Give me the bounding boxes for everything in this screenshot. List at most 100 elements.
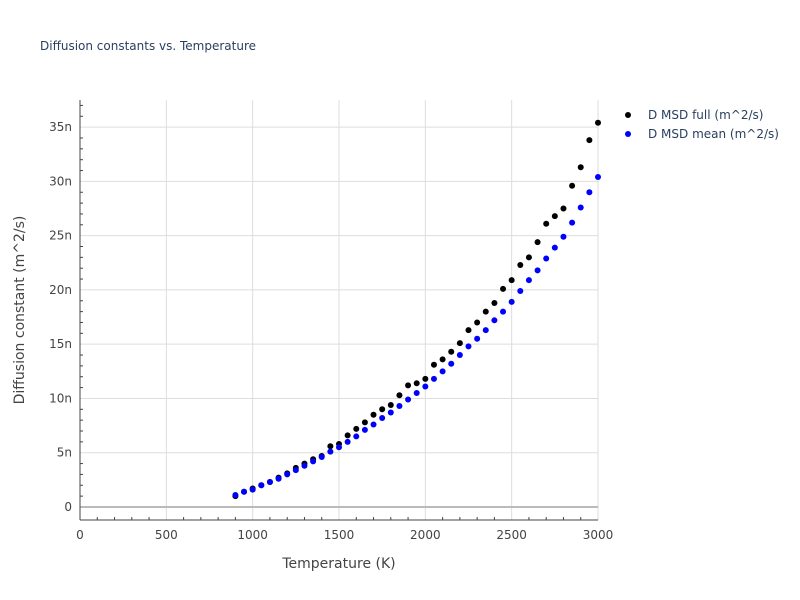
data-point [543,220,550,227]
data-point [482,327,489,334]
legend-marker [625,112,631,118]
data-point [370,421,377,428]
legend-marker [625,131,631,137]
legend[interactable]: D MSD full (m^2/s) D MSD mean (m^2/s) [625,108,779,141]
x-tick-label: 500 [155,528,178,542]
data-points [232,119,601,500]
y-tick-label: 35n [49,120,72,134]
legend-item[interactable]: D MSD mean (m^2/s) [625,127,779,141]
data-point [379,414,386,421]
data-point [266,479,273,486]
data-point [474,335,481,342]
data-point [595,174,601,181]
x-axis-ticks: 0 500 1000 1500 2000 2500 3000 [76,517,613,542]
data-point [327,443,334,450]
data-point [318,454,325,461]
y-axis-ticks: 0 5n 10n 15n 20n 25n 30n 35n [49,104,83,514]
data-point [577,164,584,171]
data-point [560,205,567,212]
data-point [465,327,472,334]
data-point [379,406,386,413]
data-point [508,277,515,284]
data-point [396,392,403,399]
data-point [361,426,368,433]
y-tick-label: 15n [49,337,72,351]
data-point [508,298,515,305]
data-point [543,255,550,262]
data-point [396,403,403,410]
y-tick-label: 25n [49,229,72,243]
y-tick-label: 30n [49,174,72,188]
data-point [569,219,576,226]
y-tick-label: 10n [49,391,72,405]
data-point [310,458,317,465]
x-tick-label: 1500 [324,528,355,542]
x-tick-label: 1000 [237,528,268,542]
data-point [517,261,524,268]
data-point [361,419,368,426]
data-point [586,189,593,196]
data-point [534,267,541,274]
data-point [405,382,412,389]
x-axis-title: Temperature (K) [281,556,395,572]
data-point [422,375,429,382]
data-point [465,343,472,350]
legend-item[interactable]: D MSD full (m^2/s) [625,108,763,122]
x-tick-label: 2000 [410,528,441,542]
data-point [517,288,524,295]
y-tick-label: 0 [64,500,72,514]
data-point [560,233,567,240]
chart-title: Diffusion constants vs. Temperature [40,39,256,53]
x-tick-label: 3000 [583,528,614,542]
data-point [413,380,420,387]
data-point [275,475,282,482]
data-point [301,462,308,469]
legend-label: D MSD full (m^2/s) [648,108,763,122]
data-point [405,396,412,403]
data-point [491,299,498,306]
data-point [491,317,498,324]
data-point [232,492,239,499]
data-point [482,308,489,315]
data-point [551,244,558,251]
data-point [413,390,420,397]
data-point [292,467,299,474]
y-tick-label: 20n [49,283,72,297]
data-point [430,375,437,382]
data-point [500,308,507,315]
y-axis-title: Diffusion constant (m^2/s) [12,216,28,405]
data-point [344,438,351,445]
data-point [387,401,394,408]
axes [79,100,598,521]
data-point [525,277,532,284]
x-tick-label: 0 [76,528,84,542]
data-point [353,425,360,432]
data-point [448,348,455,355]
data-point [336,444,342,451]
data-point [569,182,576,189]
data-point [258,482,265,489]
data-point [439,368,446,375]
data-point [344,432,351,439]
series-2 [232,174,601,499]
data-point [586,137,593,144]
data-point [456,340,463,347]
data-point [551,213,558,220]
data-point [387,409,394,416]
x-tick-label: 2500 [496,528,527,542]
data-point [595,119,601,126]
data-point [370,411,377,418]
data-point [448,360,455,367]
data-point [430,361,437,368]
data-point [439,356,446,363]
data-point [534,239,541,246]
data-point [577,204,584,211]
y-tick-label: 5n [57,446,72,460]
data-point [456,352,463,359]
data-point [525,254,532,261]
data-point [500,285,507,292]
data-point [474,319,481,326]
data-point [353,433,360,440]
data-point [284,471,291,478]
